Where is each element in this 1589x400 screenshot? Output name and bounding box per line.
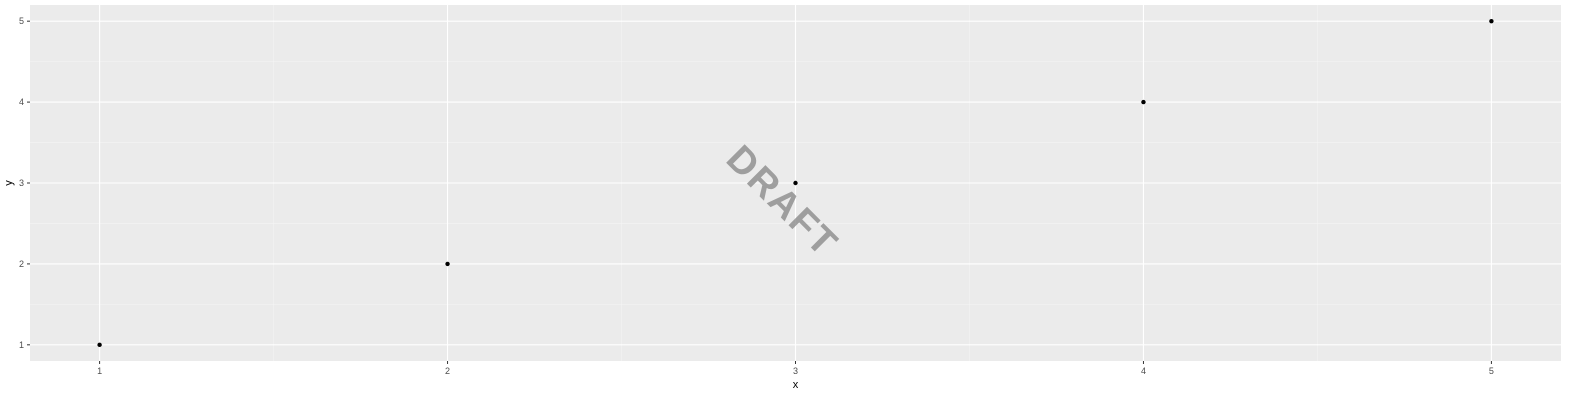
data-points bbox=[97, 18, 1494, 348]
x-tick-label: 4 bbox=[1141, 366, 1146, 376]
data-point bbox=[1489, 18, 1494, 24]
data-point bbox=[445, 261, 450, 267]
data-point bbox=[793, 180, 798, 186]
y-tick-label: 3 bbox=[19, 178, 24, 188]
x-tick-label: 1 bbox=[97, 366, 102, 376]
y-tick-label: 1 bbox=[19, 340, 24, 350]
y-axis-title: y bbox=[3, 180, 15, 186]
x-tick-label: 5 bbox=[1489, 366, 1494, 376]
data-point bbox=[97, 342, 102, 348]
y-tick-label: 5 bbox=[19, 16, 24, 26]
x-tick-labels: 1 2 3 4 5 bbox=[97, 366, 1494, 376]
axis-ticks bbox=[27, 20, 1492, 364]
x-tick-label: 3 bbox=[793, 366, 798, 376]
y-tick-label: 4 bbox=[19, 97, 24, 107]
data-point bbox=[1141, 99, 1146, 105]
x-axis-title: x bbox=[793, 379, 799, 391]
y-tick-labels: 1 2 3 4 5 bbox=[19, 16, 24, 350]
y-tick-label: 2 bbox=[19, 259, 24, 269]
x-tick-label: 2 bbox=[445, 366, 450, 376]
